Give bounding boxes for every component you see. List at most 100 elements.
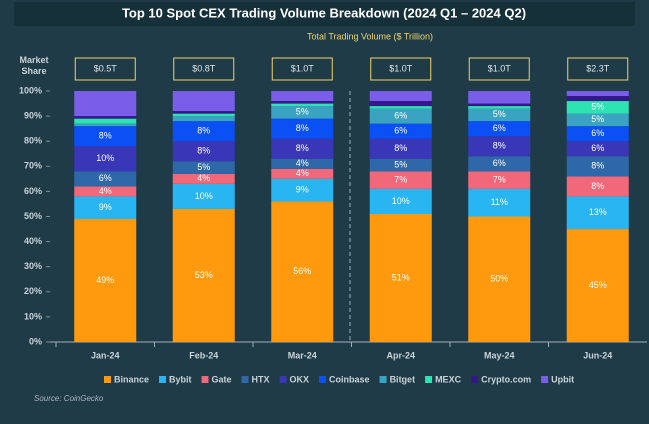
data-label: 5%: [296, 107, 309, 117]
total-box: [271, 57, 333, 81]
bar-segment: [566, 126, 629, 142]
legend-label: Bybit: [169, 374, 192, 384]
y-tick-label: 20%: [24, 286, 42, 296]
total-label: $1.0T: [389, 63, 413, 73]
total-label: $0.5T: [94, 63, 118, 73]
total-label: $1.0T: [291, 63, 315, 73]
data-label: 9%: [99, 202, 112, 212]
y-tick-label: 100%: [19, 85, 42, 95]
bar-segment: [172, 141, 235, 162]
bar-segment: [74, 123, 137, 127]
y-tick-label: 30%: [24, 261, 42, 271]
title-bar: [14, 2, 635, 26]
legend-swatch: [201, 376, 209, 383]
data-label: 8%: [296, 143, 309, 153]
data-label: 50%: [490, 274, 508, 284]
bar-segment: [369, 188, 432, 214]
bar-segment: [369, 106, 432, 109]
bar-segment: [566, 96, 629, 102]
data-label: 8%: [197, 126, 210, 136]
bar-segment: [172, 208, 235, 342]
legend-label: HTX: [252, 374, 270, 384]
data-label: 51%: [392, 272, 410, 282]
bar-segment: [172, 161, 235, 174]
total-label: $1.0T: [488, 63, 512, 73]
chart-title: Top 10 Spot CEX Trading Volume Breakdown…: [122, 5, 526, 20]
total-box: [173, 57, 235, 81]
y-tick-label: 40%: [24, 236, 42, 246]
bar-segment: [566, 91, 629, 97]
data-label: 8%: [591, 181, 604, 191]
bar-segment: [74, 219, 137, 342]
bar-segment: [271, 106, 334, 119]
y-tick-label: 80%: [24, 136, 42, 146]
bar-segment: [172, 121, 235, 142]
bar-segment: [566, 141, 629, 157]
bar-segment: [74, 171, 137, 187]
legend-swatch: [104, 376, 111, 383]
bar-segment: [468, 103, 531, 107]
data-label: 6%: [394, 126, 407, 136]
data-label: 6%: [394, 110, 407, 120]
source: Source: CoinGecko: [34, 394, 104, 403]
legend-label: Bitget: [390, 374, 416, 384]
data-label: 8%: [99, 131, 112, 141]
data-label: 6%: [591, 128, 604, 138]
data-label: 10%: [195, 191, 213, 201]
bar-segment: [172, 113, 235, 117]
bar-segment: [468, 171, 531, 189]
legend-label: Gate: [212, 374, 232, 384]
bar-segment: [271, 101, 334, 104]
total-box: [567, 57, 629, 81]
data-label: 5%: [197, 162, 210, 172]
data-label: 5%: [493, 109, 506, 119]
bar-segment: [172, 116, 235, 122]
bar-segment: [369, 108, 432, 124]
data-label: 8%: [591, 161, 604, 171]
legend-label: Upbit: [551, 374, 574, 384]
data-label: 49%: [96, 275, 114, 285]
bar-segment: [172, 173, 235, 184]
bar-segment: [566, 113, 629, 127]
data-label: 4%: [296, 158, 309, 168]
data-label: 6%: [99, 173, 112, 183]
y-tick-label: 90%: [24, 110, 42, 120]
bar-segment: [468, 106, 531, 109]
data-label: 53%: [195, 270, 213, 280]
bar-segment: [566, 229, 629, 342]
data-label: 6%: [493, 158, 506, 168]
total-label: $2.3T: [586, 63, 610, 73]
data-label: 9%: [296, 185, 309, 195]
bar-segment: [74, 196, 137, 220]
x-tick-label: May-24: [484, 350, 515, 360]
legend-swatch: [541, 376, 549, 383]
x-tick-label: Jan-24: [91, 350, 120, 360]
data-label: 6%: [493, 123, 506, 133]
legend-label: Coinbase: [329, 374, 370, 384]
data-label: 4%: [296, 168, 309, 178]
bar-segment: [271, 168, 334, 179]
bar-segment: [369, 158, 432, 172]
bar-segment: [271, 91, 334, 102]
legend-swatch: [319, 376, 327, 383]
bar-segment: [468, 156, 531, 172]
data-label: 8%: [493, 141, 506, 151]
bar-segment: [369, 138, 432, 159]
data-label: 8%: [197, 146, 210, 156]
legend-swatch: [379, 376, 387, 383]
legend-swatch: [425, 376, 433, 383]
data-label: 5%: [394, 159, 407, 169]
bar-segment: [369, 91, 432, 102]
data-label: 8%: [394, 143, 407, 153]
data-label: 7%: [394, 174, 407, 184]
x-tick-label: Mar-24: [288, 350, 317, 360]
bar-segment: [271, 103, 334, 107]
bar-segment: [566, 176, 629, 197]
data-label: 4%: [197, 173, 210, 183]
bars: [74, 91, 629, 342]
bar-segment: [172, 91, 235, 112]
chart-subtitle: Total Trading Volume ($ Trillion): [307, 31, 433, 41]
data-label: 6%: [591, 143, 604, 153]
bar-segment: [74, 186, 137, 197]
bar-segment: [74, 146, 137, 172]
